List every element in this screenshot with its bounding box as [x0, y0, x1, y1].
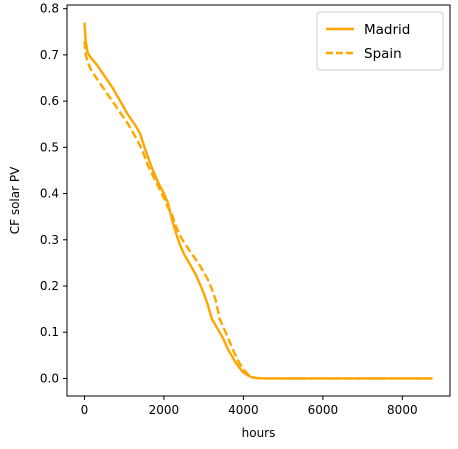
- y-tick-label: 0.7: [40, 48, 59, 62]
- legend-box: [316, 11, 444, 71]
- series-line-madrid: [83, 22, 433, 380]
- x-tick-label: 6000: [308, 403, 339, 417]
- y-tick-label: 0.8: [40, 2, 59, 16]
- y-tick-label: 0.5: [40, 140, 59, 154]
- y-tick-label: 0.1: [40, 325, 59, 339]
- y-tick-label: 0.3: [40, 233, 59, 247]
- x-tick-label: 8000: [387, 403, 418, 417]
- x-tick-label: 4000: [228, 403, 259, 417]
- series-line-spain: [83, 40, 433, 380]
- y-tick-label: 0.6: [40, 94, 59, 108]
- y-tick-label: 0.2: [40, 279, 59, 293]
- y-axis-label: CF solar PV: [8, 166, 22, 234]
- y-tick-label: 0.0: [40, 371, 59, 385]
- legend: Madrid Spain: [316, 11, 444, 71]
- legend-label-madrid: Madrid: [364, 22, 410, 38]
- legend-label-spain: Spain: [364, 46, 402, 62]
- plot-frame: [66, 4, 451, 397]
- x-tick-label: 0: [81, 403, 89, 417]
- x-tick-label: 2000: [149, 403, 180, 417]
- x-axis-label: hours: [242, 426, 276, 440]
- y-tick-label: 0.4: [40, 187, 59, 201]
